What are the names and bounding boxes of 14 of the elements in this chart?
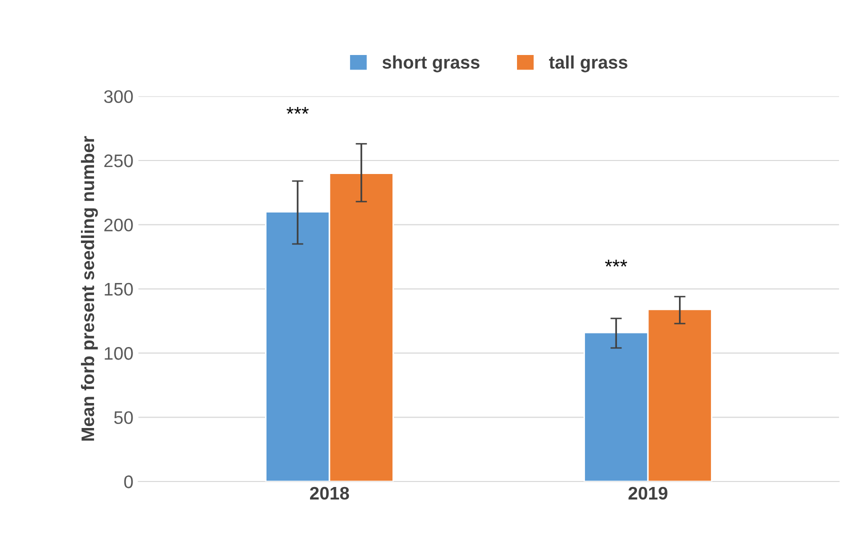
y-tick-label: 100 — [104, 347, 133, 360]
legend-label: tall grass — [549, 55, 628, 72]
annotation: *** — [286, 106, 309, 114]
y-tick-label: 150 — [104, 282, 133, 296]
annotation: *** — [605, 260, 628, 267]
legend-label: short grass — [382, 55, 480, 72]
x-tick-label: 2019 — [628, 486, 668, 500]
y-tick-label: 300 — [104, 90, 133, 104]
x-tick-label: 2018 — [310, 486, 350, 500]
y-tick-label: 200 — [104, 218, 133, 232]
y-tick-label: 50 — [114, 411, 133, 424]
y-tick-label: 250 — [104, 154, 133, 168]
y-tick-label: 0 — [124, 475, 133, 488]
y-axis-title: Mean forb present seedling number — [80, 136, 98, 441]
